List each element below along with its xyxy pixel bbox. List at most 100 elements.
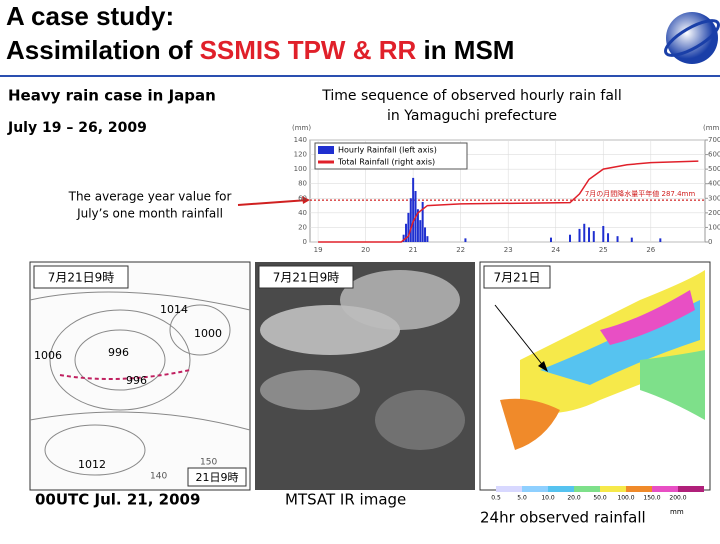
bar — [402, 234, 405, 242]
pressure-label: 996 — [108, 346, 129, 359]
scale-unit: mm — [670, 508, 684, 516]
arrow-head — [302, 196, 310, 204]
title-part: in MSM — [416, 35, 514, 65]
bar — [407, 212, 410, 242]
scale-label: 10.0 — [541, 495, 555, 502]
title-highlight: SSMIS TPW & RR — [200, 35, 417, 65]
y2-tick-label: 200 — [708, 209, 720, 217]
title-line1: A case study: — [6, 1, 174, 31]
pressure-label: 996 — [126, 374, 147, 387]
bar — [412, 177, 415, 242]
bar — [416, 209, 419, 242]
bar — [569, 234, 572, 242]
scale-swatch — [496, 486, 522, 492]
pressure-label: 1006 — [34, 349, 62, 362]
x-tick-label: 21 — [409, 246, 418, 254]
bar — [426, 236, 429, 242]
annotation: The average year value for — [68, 190, 232, 204]
bar — [549, 237, 552, 242]
bar — [409, 198, 412, 242]
bar — [419, 220, 422, 242]
legend-label: Hourly Rainfall (left axis) — [338, 146, 437, 155]
y-tick-label: 120 — [294, 151, 307, 159]
legend-box — [314, 142, 468, 170]
x-tick-label: 22 — [456, 246, 465, 254]
y2-tick-label: 300 — [708, 194, 720, 202]
y2-tick-label: 500 — [708, 165, 720, 173]
scale-swatch — [574, 486, 600, 492]
x-tick-label: 20 — [361, 246, 370, 254]
y2-tick-label: 100 — [708, 223, 720, 231]
scale-label: 50.0 — [593, 495, 607, 502]
chart-title: in Yamaguchi prefecture — [387, 108, 557, 124]
y2-tick-label: 0 — [708, 238, 712, 246]
y2-tick-label: 600 — [708, 151, 720, 159]
bar — [421, 201, 424, 242]
x-tick-label: 25 — [599, 246, 608, 254]
satellite-image — [255, 262, 475, 490]
scale-label: 200.0 — [669, 495, 686, 502]
bar — [607, 233, 610, 242]
y2-unit: (mm) — [703, 124, 720, 132]
heading: Heavy rain case in Japan — [8, 87, 216, 105]
x-tick-label: 23 — [504, 246, 513, 254]
bar — [659, 238, 662, 242]
y-tick-label: 100 — [294, 165, 307, 173]
bar — [602, 225, 605, 242]
rain-map — [479, 261, 711, 492]
bar — [592, 231, 595, 242]
bar — [588, 227, 591, 242]
pressure-label: 1012 — [78, 458, 106, 471]
bar — [616, 236, 619, 242]
y-tick-label: 40 — [298, 209, 307, 217]
logo — [664, 12, 720, 64]
x-tick-label: 19 — [314, 246, 323, 254]
total-line — [318, 160, 699, 243]
scale-swatch — [626, 486, 652, 492]
title-line2: Assimilation of SSMIS TPW & RR in MSM — [6, 35, 514, 65]
chart-title: Time sequence of observed hourly rain fa… — [321, 88, 621, 104]
annotation-arrow — [237, 199, 309, 206]
scale-label: 100.0 — [617, 495, 634, 502]
scale-swatch — [678, 486, 704, 492]
color-scale: 0.5 5.0 10.0 20.0 50.0 100.0 150.0 200.0 — [491, 486, 704, 502]
stamp: 21日9時 — [196, 471, 239, 484]
lon-label: 140 — [150, 472, 167, 482]
y-tick-label: 80 — [298, 180, 307, 188]
bar — [630, 237, 633, 242]
scale-swatch — [548, 486, 574, 492]
scale-swatch — [652, 486, 678, 492]
y2-tick-label: 400 — [708, 180, 720, 188]
annotation: July’s one month rainfall — [76, 207, 223, 221]
caption: 24hr observed rainfall — [480, 509, 646, 527]
scale-swatch — [600, 486, 626, 492]
scale-swatch — [522, 486, 548, 492]
stamp: 7月21日9時 — [273, 271, 340, 285]
y-tick-label: 140 — [294, 136, 307, 144]
pressure-label: 1014 — [160, 303, 188, 316]
reference-label: 7月の月間降水量平年値 287.4mm — [585, 189, 696, 198]
legend-label: Total Rainfall (right axis) — [337, 158, 435, 167]
lon-label: 150 — [200, 458, 217, 468]
bar — [464, 238, 467, 242]
bar — [424, 227, 427, 242]
caption: 00UTC Jul. 21, 2009 — [35, 491, 200, 509]
rain-chart: (mm) (mm) 0 20 40 60 80 100 120 140 0 100 200 300 400 5… — [292, 124, 720, 254]
y-tick-label: 60 — [298, 194, 307, 202]
weather-map — [29, 261, 251, 491]
scale-label: 20.0 — [567, 495, 581, 502]
y-unit: (mm) — [292, 124, 311, 132]
y2-tick-label: 700 — [708, 136, 720, 144]
title-part: Assimilation of — [6, 35, 200, 65]
pressure-label: 1000 — [194, 327, 222, 340]
bar — [405, 223, 408, 242]
bar — [583, 223, 586, 242]
legend-swatch — [318, 146, 334, 154]
stamp: 7月21日 — [494, 271, 541, 285]
bar — [578, 228, 581, 242]
y-tick-label: 20 — [298, 223, 307, 231]
x-tick-label: 26 — [646, 246, 655, 254]
y-tick-label: 0 — [303, 238, 307, 246]
scale-label: 5.0 — [517, 495, 527, 502]
